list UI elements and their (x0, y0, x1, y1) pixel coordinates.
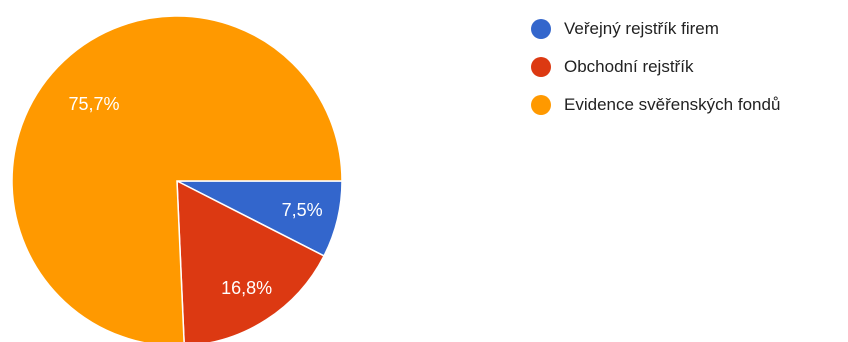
legend-label: Veřejný rejstřík firem (564, 19, 719, 38)
pie-slice-evidence-sverenskych-fondu[interactable] (11, 15, 343, 342)
legend-swatch-icon (531, 57, 551, 77)
legend-label: Evidence svěřenských fondů (564, 95, 781, 114)
legend-swatch-icon (531, 19, 551, 39)
slice-value-label: 16,8% (221, 278, 272, 298)
legend-swatch-icon (531, 95, 551, 115)
legend-item-obchodni-rejstrik[interactable]: Obchodní rejstřík (531, 48, 780, 86)
legend-item-evidence-sverenskych-fondu[interactable]: Evidence svěřenských fondů (531, 86, 780, 124)
slice-value-label: 7,5% (282, 200, 323, 220)
chart-legend: Veřejný rejstřík firem Obchodní rejstřík… (531, 10, 780, 124)
pie-slice-obchodni-rejstrik[interactable] (176, 179, 326, 342)
slice-value-label: 75,7% (68, 94, 119, 114)
legend-item-verejny-rejstrik-firem[interactable]: Veřejný rejstřík firem (531, 10, 780, 48)
legend-label: Obchodní rejstřík (564, 57, 694, 76)
